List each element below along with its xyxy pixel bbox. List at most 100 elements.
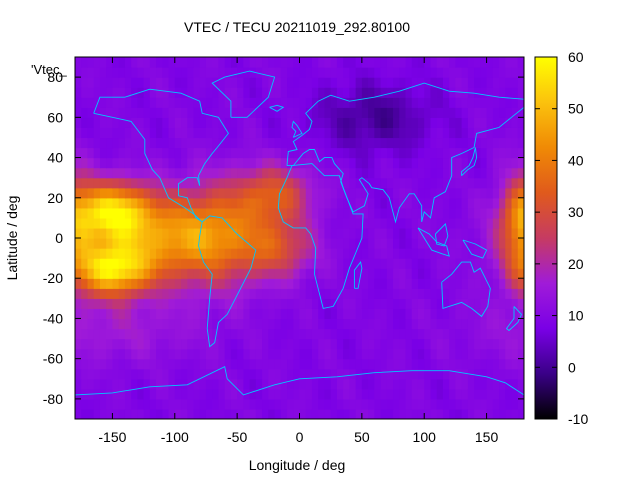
- heatmap-cell: [280, 217, 288, 229]
- heatmap-cell: [75, 67, 82, 78]
- heatmap-cell: [249, 117, 257, 128]
- heatmap-cell: [336, 268, 344, 279]
- heatmap-cell: [305, 328, 313, 340]
- heatmap-cell: [255, 67, 263, 78]
- heatmap-cell: [405, 187, 413, 199]
- heatmap-cell: [137, 368, 145, 380]
- heatmap-cell: [137, 97, 145, 108]
- heatmap-cell: [224, 368, 232, 380]
- heatmap-cell: [517, 137, 524, 149]
- heatmap-cell: [168, 157, 176, 169]
- heatmap-cell: [293, 127, 301, 139]
- heatmap-cell: [399, 408, 407, 419]
- heatmap-cell: [318, 137, 326, 149]
- heatmap-cell: [492, 278, 500, 289]
- heatmap-cell: [411, 248, 419, 259]
- heatmap-cell: [311, 398, 319, 410]
- heatmap-cell: [99, 87, 107, 98]
- heatmap-cell: [181, 388, 188, 400]
- heatmap-cell: [243, 167, 251, 179]
- heatmap-cell: [411, 67, 419, 78]
- heatmap-cell: [293, 388, 301, 400]
- heatmap-cell: [499, 147, 506, 159]
- heatmap-cell: [75, 147, 82, 159]
- heatmap-cell: [355, 197, 363, 209]
- heatmap-cell: [405, 278, 413, 289]
- heatmap-cell: [405, 338, 413, 350]
- heatmap-cell: [380, 368, 388, 380]
- heatmap-cell: [505, 308, 513, 320]
- x-tick-label: 50: [354, 429, 370, 445]
- heatmap-cell: [393, 167, 400, 179]
- heatmap-cell: [486, 87, 494, 98]
- heatmap-cell: [517, 87, 524, 98]
- heatmap-cell: [174, 388, 182, 400]
- heatmap-cell: [293, 217, 301, 229]
- heatmap-cell: [112, 147, 120, 159]
- heatmap-cell: [330, 97, 338, 108]
- heatmap-cell: [174, 137, 182, 149]
- heatmap-cell: [93, 147, 101, 159]
- heatmap-cell: [374, 107, 382, 118]
- heatmap-cell: [349, 227, 357, 239]
- heatmap-cell: [480, 137, 488, 149]
- heatmap-cell: [187, 177, 195, 189]
- heatmap-cell: [436, 217, 444, 229]
- heatmap-cell: [336, 308, 344, 320]
- heatmap-cell: [93, 107, 101, 118]
- heatmap-cell: [442, 338, 450, 350]
- heatmap-cell: [287, 197, 294, 209]
- heatmap-cell: [336, 97, 344, 108]
- heatmap-cell: [243, 368, 251, 380]
- heatmap-cell: [224, 298, 232, 309]
- heatmap-cell: [243, 328, 251, 340]
- heatmap-cell: [112, 117, 120, 128]
- heatmap-cell: [436, 127, 444, 139]
- heatmap-cell: [417, 318, 425, 330]
- heatmap-cell: [99, 328, 107, 340]
- heatmap-cell: [131, 378, 138, 390]
- heatmap-cell: [218, 187, 226, 199]
- heatmap-cell: [318, 57, 326, 68]
- heatmap-cell: [287, 117, 294, 128]
- heatmap-cell: [368, 157, 375, 169]
- heatmap-cell: [393, 248, 400, 259]
- heatmap-cell: [343, 177, 350, 189]
- heatmap-cell: [106, 248, 114, 259]
- heatmap-cell: [168, 358, 176, 370]
- heatmap-cell: [455, 77, 463, 88]
- heatmap-cell: [399, 167, 407, 179]
- y-tick-label: 20: [47, 190, 63, 206]
- heatmap-cell: [218, 278, 226, 289]
- heatmap-cell: [137, 157, 145, 169]
- heatmap-cell: [230, 167, 238, 179]
- heatmap-cell: [449, 107, 457, 118]
- heatmap-cell: [124, 328, 132, 340]
- heatmap-cell: [168, 378, 176, 390]
- heatmap-cell: [330, 258, 338, 269]
- heatmap-cell: [106, 207, 114, 219]
- heatmap-cell: [243, 157, 251, 169]
- heatmap-cell: [162, 147, 170, 159]
- heatmap-cell: [280, 157, 288, 169]
- heatmap-cell: [75, 388, 82, 400]
- heatmap-cell: [143, 117, 151, 128]
- heatmap-cell: [137, 338, 145, 350]
- heatmap-cell: [187, 167, 195, 179]
- heatmap-cell: [380, 127, 388, 139]
- heatmap-cell: [237, 278, 244, 289]
- heatmap-cell: [393, 117, 400, 128]
- heatmap-cell: [87, 187, 95, 199]
- heatmap-cell: [255, 147, 263, 159]
- heatmap-cell: [474, 288, 481, 299]
- heatmap-cell: [424, 167, 432, 179]
- heatmap-cell: [75, 358, 82, 370]
- heatmap-cell: [299, 107, 307, 118]
- heatmap-cell: [112, 398, 120, 410]
- heatmap-cell: [93, 278, 101, 289]
- heatmap-cell: [368, 117, 375, 128]
- heatmap-cell: [480, 67, 488, 78]
- heatmap-cell: [505, 207, 513, 219]
- heatmap-cell: [255, 97, 263, 108]
- heatmap-cell: [174, 157, 182, 169]
